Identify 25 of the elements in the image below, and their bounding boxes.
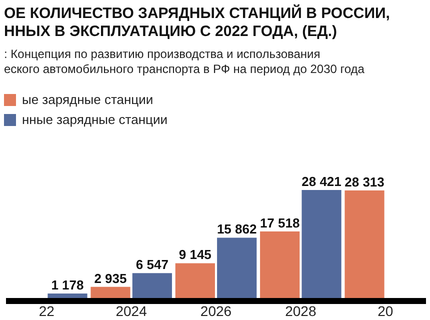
legend-label: нные зарядные станции bbox=[22, 112, 168, 127]
bar bbox=[48, 294, 88, 298]
data-label: 2 935 bbox=[94, 270, 127, 286]
x-tick-label: 20 bbox=[378, 303, 394, 319]
data-label: 6 547 bbox=[136, 257, 168, 272]
bar bbox=[302, 190, 342, 298]
bar bbox=[132, 273, 172, 298]
data-label: 9 145 bbox=[178, 247, 212, 262]
bar bbox=[217, 238, 257, 298]
data-label: 17 518 bbox=[260, 215, 300, 230]
bar bbox=[175, 263, 215, 298]
x-tick-label: 2026 bbox=[200, 303, 232, 319]
data-label: 1 178 bbox=[51, 278, 84, 293]
data-label: 15 862 bbox=[216, 222, 257, 237]
legend-label: ые зарядные станции bbox=[22, 92, 154, 107]
x-tick-label: 2028 bbox=[285, 303, 316, 319]
chart-title: ОЕ КОЛИЧЕСТВО ЗАРЯДНЫХ СТАНЦИЙ В РОССИИ, ННЫХ В ЭКСПЛУАТАЦИЮ С 2022 ГОДА, (ЕД.) bbox=[4, 4, 390, 40]
x-tick-label: 22 bbox=[38, 303, 55, 319]
data-label: 28 421 bbox=[302, 174, 342, 189]
data-label: 28 313 bbox=[344, 174, 384, 190]
bar bbox=[260, 231, 300, 298]
bar bbox=[90, 286, 130, 298]
x-tick-label: 2024 bbox=[116, 303, 148, 319]
bar bbox=[344, 190, 384, 298]
chart-subtitle: : Концепция по развитию производства и использования еского автомобильного транспорта в РФ на период до 2030 года bbox=[4, 47, 365, 76]
